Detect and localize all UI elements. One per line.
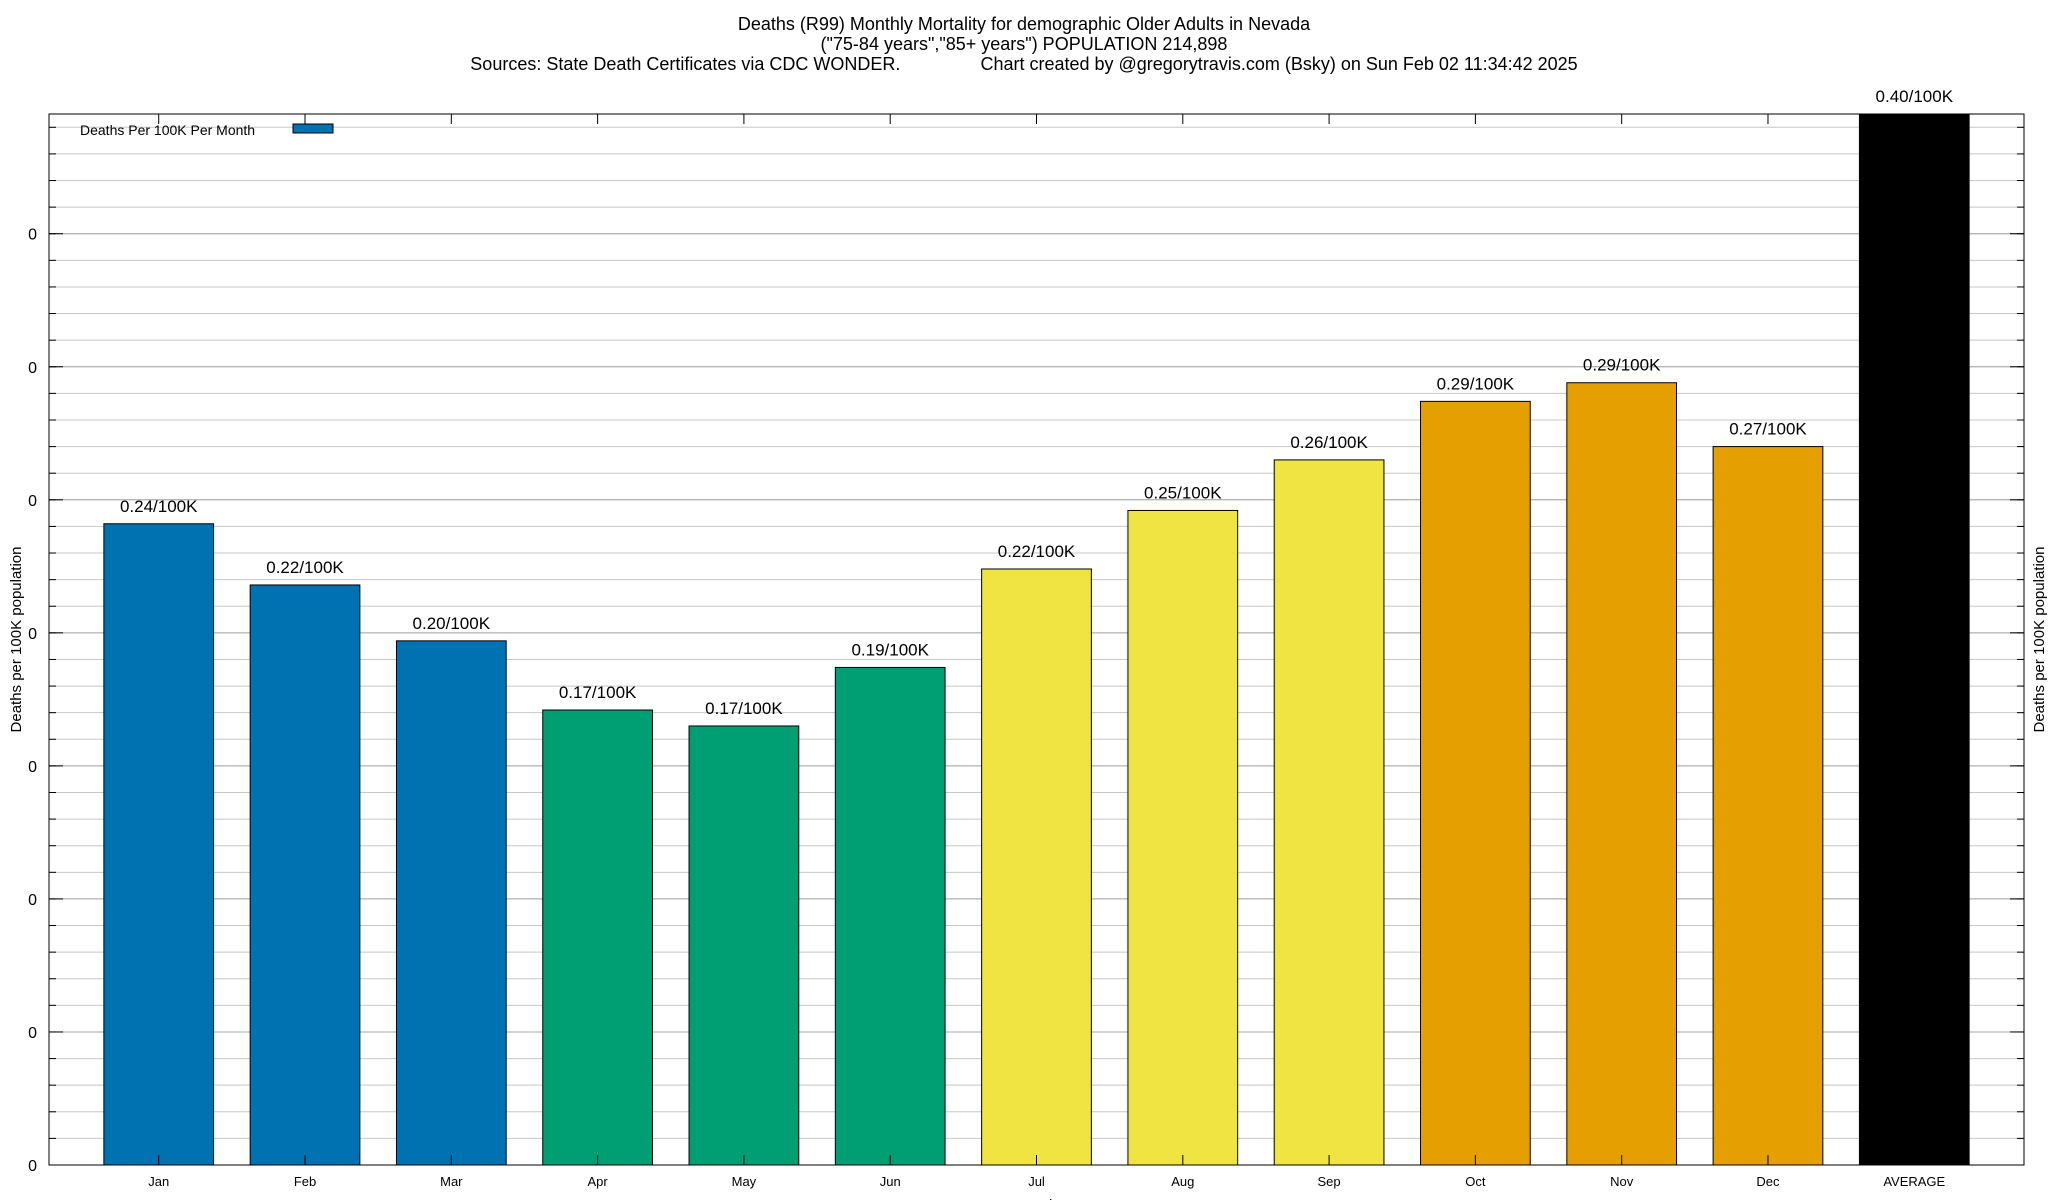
- bar-dec: [1712, 446, 1824, 1166]
- value-label: 0.26/100K: [1290, 433, 1368, 452]
- bars: [103, 113, 1970, 1166]
- bar-mar: [395, 640, 507, 1166]
- y-tick-label: 0: [28, 1158, 37, 1175]
- bar-jan: [103, 523, 215, 1166]
- bar-aug: [1127, 509, 1239, 1166]
- bar-sep: [1273, 459, 1385, 1166]
- y-tick-label: 0: [28, 227, 37, 244]
- x-tick-label: Dec: [1756, 1174, 1780, 1189]
- value-label: 0.19/100K: [851, 640, 929, 659]
- axes: 0 0 0 0 0 0 0 0 Jan Feb Mar Apr May Jun Jul Aug Sep Oct No…: [8, 113, 2048, 1200]
- bar-feb: [249, 584, 361, 1166]
- x-tick-label: Apr: [587, 1174, 608, 1189]
- y-axis-title-left: Deaths per 100K population: [8, 547, 25, 733]
- bar-oct: [1420, 400, 1531, 1166]
- x-tick-label: Mar: [440, 1174, 463, 1189]
- bar-apr: [542, 709, 653, 1166]
- value-label: 0.27/100K: [1729, 420, 1807, 439]
- value-label: 0.29/100K: [1583, 356, 1661, 375]
- x-tick-label: AVERAGE: [1883, 1174, 1945, 1189]
- y-tick-label: 0: [28, 493, 37, 510]
- y-tick-label: 0: [28, 759, 37, 776]
- y-tick-label: 0: [28, 892, 37, 909]
- x-axis-title: Month: [1016, 1197, 1058, 1200]
- y-axis-title-right: Deaths per 100K population: [2031, 547, 2048, 733]
- bar-nov: [1566, 382, 1678, 1166]
- bar-jul: [981, 568, 1092, 1166]
- legend: Deaths Per 100K Per Month: [80, 122, 334, 138]
- value-label: 0.40/100K: [1876, 87, 1954, 106]
- value-label: 0.17/100K: [559, 683, 637, 702]
- x-tick-label: Jan: [148, 1174, 169, 1189]
- x-tick-label: Jul: [1028, 1174, 1045, 1189]
- y-tick-label: 0: [28, 626, 37, 643]
- legend-label: Deaths Per 100K Per Month: [80, 122, 255, 138]
- x-tick-label: Feb: [294, 1174, 316, 1189]
- x-tick-label: Sep: [1318, 1174, 1341, 1189]
- x-tick-label: Jun: [880, 1174, 901, 1189]
- legend-swatch: [292, 123, 334, 134]
- chart-subtitle: ("75-84 years","85+ years") POPULATION 2…: [820, 34, 1228, 54]
- value-label: 0.29/100K: [1437, 374, 1515, 393]
- bar-may: [688, 725, 800, 1166]
- value-label: 0.24/100K: [120, 497, 198, 516]
- bar-average: [1858, 113, 1970, 1166]
- value-label: 0.20/100K: [413, 614, 491, 633]
- x-tick-label: Nov: [1610, 1174, 1634, 1189]
- value-label: 0.22/100K: [266, 558, 344, 577]
- y-tick-label: 0: [28, 1025, 37, 1042]
- x-tick-label: Oct: [1465, 1174, 1486, 1189]
- y-tick-label: 0: [28, 360, 37, 377]
- value-label: 0.25/100K: [1144, 483, 1222, 502]
- x-tick-label: Aug: [1171, 1174, 1194, 1189]
- chart-title: Deaths (R99) Monthly Mortality for demog…: [737, 14, 1311, 34]
- value-label: 0.17/100K: [705, 699, 783, 718]
- chart-source-line: Sources: State Death Certificates via CD…: [470, 54, 1578, 74]
- x-tick-label: May: [732, 1174, 757, 1189]
- plot-frame: [48, 113, 2025, 1166]
- value-label: 0.22/100K: [998, 542, 1076, 561]
- bar-jun: [834, 666, 946, 1166]
- value-labels: 0.24/100K 0.22/100K 0.20/100K 0.17/100K 0.17…: [120, 87, 1954, 718]
